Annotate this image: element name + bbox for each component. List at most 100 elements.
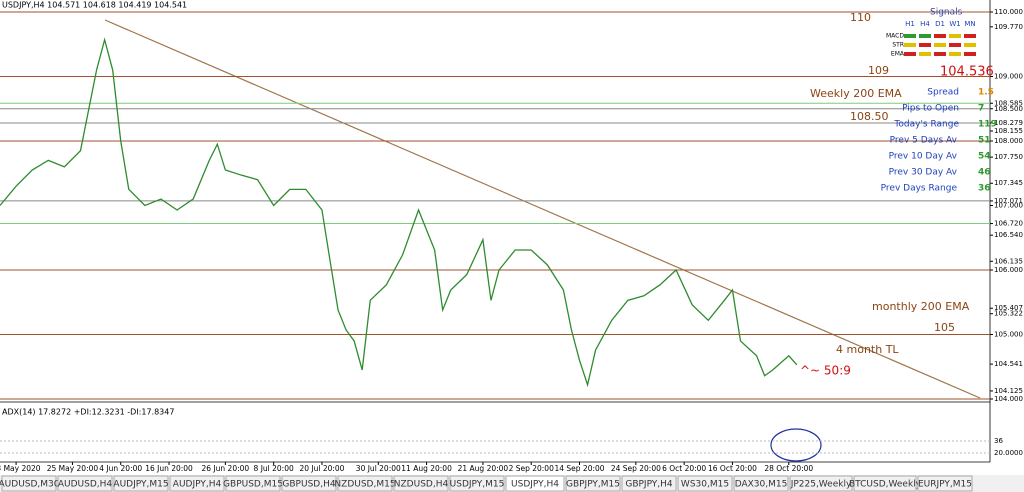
signal-row: MACD [886,33,904,40]
y-tick-label: 104.541 [994,360,1023,368]
tab-label[interactable]: USDJPY,M15 [450,480,505,490]
tab[interactable] [1,475,57,492]
tab[interactable] [281,475,337,492]
x-tick-label: 24 Sep 20:00 [611,464,661,473]
y-tick-label: 108.000 [994,137,1023,145]
tab-label[interactable]: NZDUSD,M15 [334,480,395,490]
signal-cell [964,52,976,56]
highlight-ellipse [770,428,822,462]
x-tick-label: 25 May 20:00 [47,464,99,473]
current-price: 104.536 [940,65,994,80]
tab[interactable] [337,475,393,492]
stat-value: 54 [978,152,991,162]
signal-cell [949,52,961,56]
y-tick-label: 109.000 [994,73,1023,81]
tab-label[interactable]: AUDJPY,H4 [173,480,222,490]
signal-column: H1 [905,20,915,28]
annotation: 110 [850,11,871,24]
tab-label[interactable]: JP225,Weekly [790,480,852,490]
signal-column: W1 [949,20,960,28]
tab-label[interactable]: GBPUSD,H4 [282,480,335,490]
tab-label[interactable]: AUDJPY,M15 [113,480,168,490]
y-tick-label: 106.720 [994,220,1023,228]
y-tick-label: 107.000 [994,202,1023,210]
y-tick-label: 108.279 [994,119,1023,127]
stat-value: 1.5 [978,88,994,98]
signal-cell [934,43,946,47]
tab-label[interactable]: AUDUSD,H4 [58,480,113,490]
y-tick-label: 108.585 [994,99,1023,107]
tab-label[interactable]: USDJPY,H4 [511,480,559,490]
x-tick-label: 28 Oct 20:00 [764,464,813,473]
y-tick-label: 106.000 [994,266,1023,274]
signal-cell [964,34,976,38]
stat-label: Prev 10 Day Av [889,152,958,162]
y-tick-label: 105.407 [994,304,1023,312]
annotation: ^~ 50:9 [800,364,851,378]
tab-label[interactable]: BTCUSD,Weekly [849,480,922,490]
price-line [0,37,798,388]
y-tick-label: 106.135 [994,257,1023,265]
x-tick-label: 6 Oct 20:00 [662,464,706,473]
x-tick-label: 4 Jun 20:00 [99,464,142,473]
tab[interactable] [917,475,973,492]
y-tick-label: 105.322 [994,310,1023,318]
tab[interactable] [449,475,505,492]
signal-column: D1 [935,20,945,28]
stat-label: Spread [927,88,959,98]
y-tick-label: 107.345 [994,179,1023,187]
tab[interactable] [169,475,225,492]
tab[interactable] [621,475,677,492]
tab-label[interactable]: AUDUSD,M30 [0,480,60,490]
annotation: monthly 200 EMA [872,300,970,313]
signal-row: STR [892,42,904,49]
x-tick-label: 2 Sep 20:00 [509,464,555,473]
signal-cell [964,43,976,47]
stat-value: 7 [978,104,984,114]
x-tick-label: 16 Jun 20:00 [145,464,193,473]
tab[interactable] [733,475,789,492]
tab-label[interactable]: GBPJPY,H4 [625,480,673,490]
x-tick-label: 20 Jul 20:00 [299,464,344,473]
tab[interactable] [853,475,917,492]
tab[interactable] [565,475,621,492]
x-tick-label: 26 Jun 20:00 [202,464,250,473]
tab-label[interactable]: GBPJPY,M15 [566,480,620,490]
tab[interactable] [57,475,113,492]
x-tick-label: 8 Jul 20:00 [254,464,294,473]
stat-value: 36 [978,184,991,194]
y-tick-label: 106.540 [994,231,1023,239]
x-tick-label: 16 Oct 20:00 [708,464,757,473]
annotation: 105 [934,321,955,334]
signal-cell [934,34,946,38]
indicator-label: ADX(14) 17.8272 +DI:12.3231 -DI:17.8347 [2,408,174,417]
chart-title: USDJPY,H4 104.571 104.618 104.419 104.54… [2,1,187,10]
stat-label: Prev 5 Days Av [890,136,958,146]
x-tick-label: 30 Jul 20:00 [356,464,401,473]
tab[interactable] [505,475,565,492]
tab[interactable] [393,475,449,492]
tab-label[interactable]: NZDUSD,H4 [394,480,449,490]
x-tick-label: 21 Aug 20:00 [458,464,509,473]
tab-label[interactable]: GBPUSD,M15 [223,480,283,490]
signal-cell [949,34,961,38]
signal-cell [949,43,961,47]
x-tick-label: 13 May 2020 [0,464,41,473]
tab-label[interactable]: EURJPY,M15 [918,480,972,490]
y-tick-label: 105.000 [994,331,1023,339]
signal-cell [934,52,946,56]
annotation: 4 month TL [836,343,899,356]
signal-cell [904,34,916,38]
tab-label[interactable]: DAX30,M15 [735,480,788,490]
tab[interactable] [789,475,853,492]
tab-label[interactable]: WS30,M15 [681,480,729,490]
signal-row: EMA [891,51,905,58]
y-tick-label: 108.155 [994,127,1023,135]
tab[interactable] [225,475,281,492]
x-tick-label: 14 Sep 20:00 [554,464,604,473]
tab[interactable] [677,475,733,492]
y-tick-label: 110.000 [994,8,1023,16]
tab[interactable] [113,475,169,492]
